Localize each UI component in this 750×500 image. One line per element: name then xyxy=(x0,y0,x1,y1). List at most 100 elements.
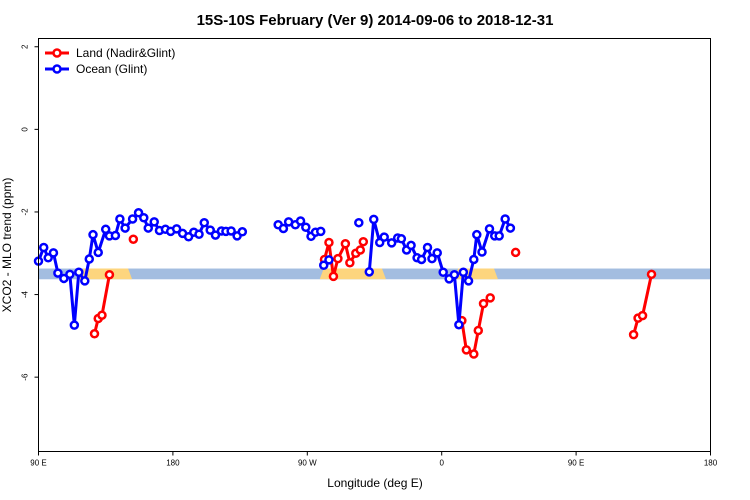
series-1-point xyxy=(463,276,474,286)
series-1-point xyxy=(88,229,98,240)
series-0-point xyxy=(473,325,484,336)
plot-frame xyxy=(38,38,711,452)
series-0-point xyxy=(328,271,339,282)
series-1-point xyxy=(149,217,159,227)
legend: Land (Nadir&Glint) Ocean (Glint) xyxy=(45,46,175,76)
y-tick-label: 2 xyxy=(21,44,30,49)
series-0-point xyxy=(340,239,351,249)
series-0-point xyxy=(324,237,334,248)
series-1-point xyxy=(48,248,59,258)
series-0-line-5 xyxy=(632,274,653,336)
series-0-point xyxy=(461,345,472,355)
series-1-point xyxy=(472,229,482,240)
y-tick-label: -4 xyxy=(21,290,30,298)
series-1-point xyxy=(505,223,516,233)
legend-land-marker xyxy=(52,48,62,58)
series-1-point xyxy=(369,214,379,225)
series-1-point xyxy=(324,255,334,265)
series-1-point xyxy=(199,217,210,228)
series-1-point xyxy=(396,234,407,244)
series-1-point xyxy=(427,253,437,264)
series-0-point xyxy=(485,293,495,303)
legend-land-label: Land (Nadir&Glint) xyxy=(76,46,175,60)
series-1-point xyxy=(80,276,90,286)
series-0-point xyxy=(97,310,107,320)
x-tick-label: 90 E xyxy=(30,459,46,468)
series-1-point xyxy=(301,222,311,232)
series-1-point xyxy=(477,247,487,257)
y-axis-label: XCO2 - MLO trend (ppm) xyxy=(0,178,14,313)
series-1-point xyxy=(127,214,138,224)
series-1-point xyxy=(69,320,80,330)
x-tick-label: 90 W xyxy=(298,459,317,468)
series-1-point xyxy=(458,267,469,278)
y-tick-label: 0 xyxy=(21,127,30,132)
series-1-point xyxy=(494,231,504,241)
series-1-point xyxy=(143,223,154,233)
series-1-point xyxy=(500,214,510,224)
series-1-point xyxy=(84,254,95,264)
x-axis-label: Longitude (deg E) xyxy=(327,476,422,490)
series-0-point xyxy=(333,253,343,264)
reference-band xyxy=(38,268,711,280)
series-1-point xyxy=(139,212,149,223)
series-1-point xyxy=(65,269,75,280)
series-1-point xyxy=(364,267,375,277)
x-tick-label: 90 E xyxy=(568,459,584,468)
series-0-line-0 xyxy=(93,274,111,335)
series-0-point xyxy=(478,298,489,309)
series-1-point xyxy=(226,226,236,236)
series-0 xyxy=(89,234,657,359)
series-1-point xyxy=(416,254,427,265)
series-1-point xyxy=(469,254,479,265)
series-0-point xyxy=(646,269,657,280)
series-1-point xyxy=(120,223,130,233)
series-1-point xyxy=(53,268,63,278)
series-0-point xyxy=(358,236,369,247)
series-layer xyxy=(33,208,657,359)
series-1-point xyxy=(115,214,125,224)
x-tick-label: 180 xyxy=(166,459,180,468)
series-1-point xyxy=(100,224,111,235)
series-1-point xyxy=(93,247,103,258)
series-0-point xyxy=(89,329,100,339)
series-1 xyxy=(33,208,516,330)
series-1-point xyxy=(438,267,448,278)
series-1-point xyxy=(194,229,204,240)
x-tick-label: 180 xyxy=(704,459,718,468)
series-1-point xyxy=(110,230,121,241)
series-1-point xyxy=(278,223,289,234)
series-1-point xyxy=(315,226,326,237)
series-1-point xyxy=(449,269,460,280)
series-1-point xyxy=(422,242,433,253)
series-1-point xyxy=(210,230,221,240)
series-1-point xyxy=(295,216,306,226)
series-1-point xyxy=(318,260,329,270)
series-1-point xyxy=(237,227,248,237)
series-0-point xyxy=(469,349,479,359)
series-1-point xyxy=(74,267,84,278)
axis-ticks: 90 E 180 90 W 0 90 E 180 2 0 -2 -4 -6 xyxy=(21,44,718,468)
series-1-point xyxy=(171,224,182,234)
y-tick-label: -2 xyxy=(21,208,30,216)
series-0-point xyxy=(510,247,521,258)
series-1-point xyxy=(432,248,442,258)
series-1-point xyxy=(354,217,364,228)
series-1-point xyxy=(386,238,397,248)
series-1-point xyxy=(59,273,69,284)
series-0-point xyxy=(128,234,139,244)
series-1-point xyxy=(484,224,495,234)
series-0-point xyxy=(355,245,366,255)
legend-ocean-label: Ocean (Glint) xyxy=(76,62,147,76)
chart-title: 15S-10S February (Ver 9) 2014-09-06 to 2… xyxy=(197,12,554,29)
y-tick-label: -6 xyxy=(21,373,30,381)
series-0-point xyxy=(628,329,639,340)
x-tick-label: 0 xyxy=(439,459,444,468)
legend-ocean-marker xyxy=(52,64,62,74)
series-1-point xyxy=(379,232,389,242)
series-0-point xyxy=(345,258,355,268)
series-0-point xyxy=(104,269,115,280)
series-1-point xyxy=(38,242,49,253)
series-1-point xyxy=(454,319,464,330)
